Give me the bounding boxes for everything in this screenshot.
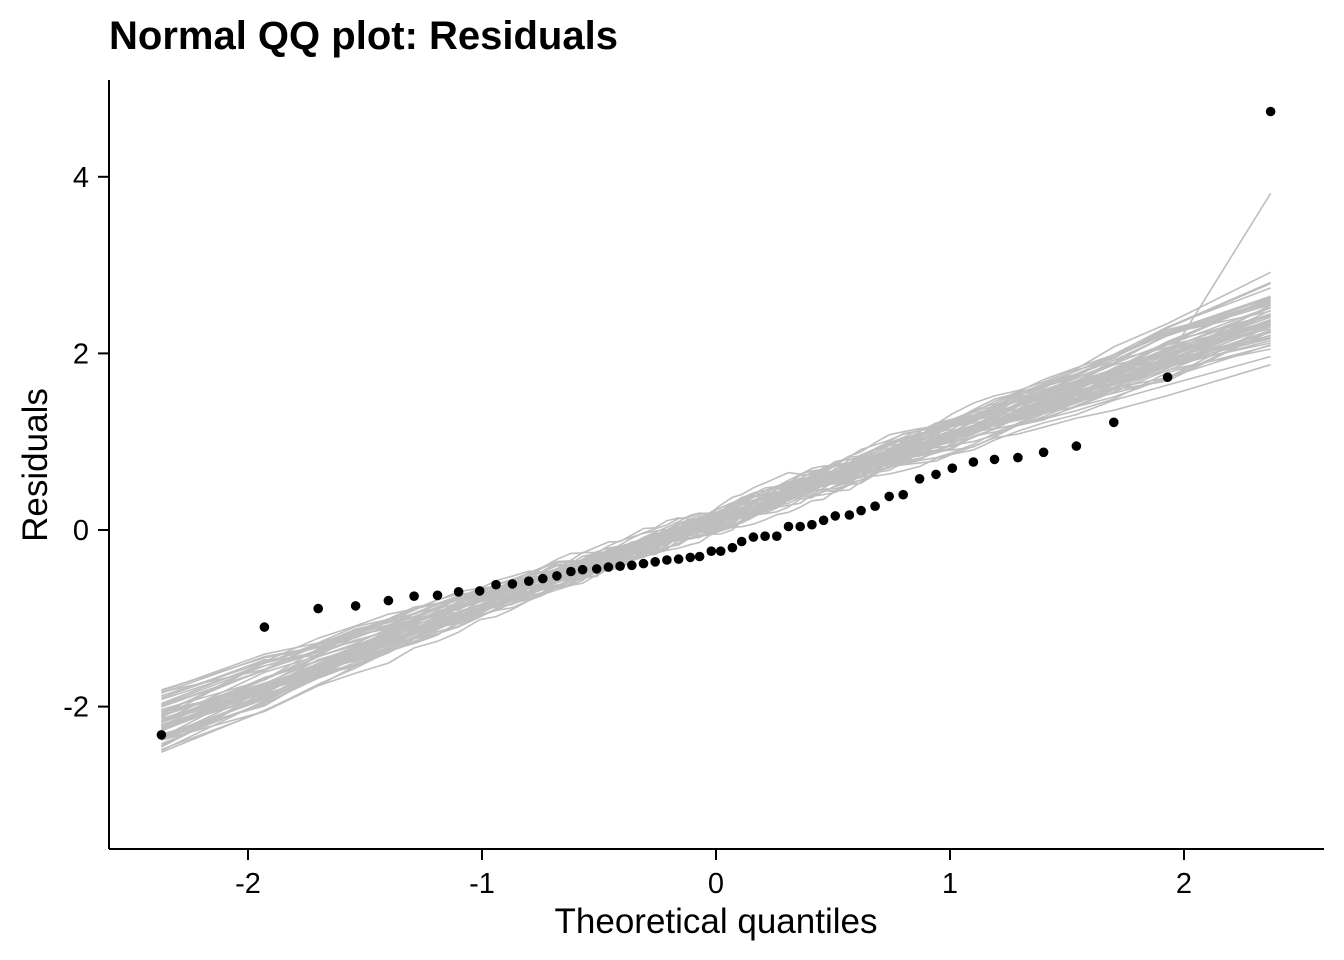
residual-point (650, 557, 660, 567)
x-tick-label: 1 (942, 868, 958, 900)
y-tick-label: 0 (73, 515, 89, 547)
residual-point (627, 560, 637, 571)
y-tick-label: -2 (63, 692, 89, 724)
residual-point (706, 546, 717, 556)
residual-point (259, 622, 270, 632)
residual-point (694, 551, 705, 562)
residual-point (1162, 372, 1173, 383)
envelope-line (161, 309, 1271, 745)
residual-point (453, 587, 464, 597)
x-tick-label: 2 (1176, 868, 1192, 900)
x-axis-label: Theoretical quantiles (555, 902, 878, 941)
residual-point (1071, 441, 1082, 451)
residual-point (524, 576, 534, 586)
residual-point (662, 555, 672, 565)
residual-point (552, 571, 562, 581)
y-axis-label: Residuals (16, 388, 55, 542)
residual-point (615, 561, 625, 571)
residual-point (870, 501, 880, 512)
x-tick-label: 0 (708, 868, 724, 900)
residual-point (989, 454, 1000, 465)
x-tick-label: -1 (469, 868, 495, 900)
residual-point (538, 573, 548, 584)
residual-points (156, 106, 1276, 740)
residual-point (884, 491, 894, 502)
residual-point (783, 521, 794, 532)
x-tick-label: -2 (235, 868, 261, 900)
residual-point (156, 730, 167, 740)
residual-point (795, 521, 805, 532)
residual-point (968, 457, 979, 467)
residual-point (507, 579, 518, 589)
residual-point (566, 566, 576, 577)
residual-point (432, 590, 443, 601)
residual-point (1038, 447, 1049, 458)
residual-point (1109, 417, 1119, 428)
residual-point (856, 505, 866, 516)
residual-point (727, 542, 738, 553)
residual-point (898, 489, 908, 500)
residual-point (577, 564, 588, 575)
residual-point (603, 562, 614, 572)
residual-point (844, 510, 855, 520)
residual-point (383, 595, 394, 606)
y-tick-label: 2 (73, 338, 89, 370)
residual-point (818, 515, 829, 526)
residual-point (830, 511, 841, 521)
residual-point (409, 591, 419, 601)
residual-point (736, 536, 747, 547)
residual-point (638, 558, 649, 569)
residual-point (350, 601, 361, 611)
envelope-line (161, 326, 1271, 706)
residual-point (772, 531, 782, 541)
residual-point (760, 531, 770, 541)
residual-point (807, 519, 817, 530)
residual-point (673, 554, 684, 564)
residual-point (491, 579, 501, 590)
y-tick-label: 4 (73, 162, 89, 194)
residual-point (931, 469, 941, 480)
residual-point (474, 586, 485, 596)
residual-point (313, 603, 324, 614)
residual-point (591, 564, 602, 574)
residual-point (914, 474, 925, 484)
envelope-line (161, 295, 1271, 729)
envelope-line (161, 304, 1271, 731)
residual-point (715, 546, 726, 556)
envelope-line (161, 329, 1271, 730)
residual-point (1265, 106, 1276, 117)
residual-point (748, 532, 759, 542)
envelope-line (161, 321, 1271, 699)
x-axis-ticks: -2 -1 0 1 2 (235, 849, 1192, 900)
simulation-envelope (161, 192, 1272, 753)
chart-title: Normal QQ plot: Residuals (109, 14, 618, 58)
residual-point (1013, 452, 1023, 463)
y-axis-ticks: -2 0 2 4 (63, 162, 109, 724)
residual-point (685, 552, 696, 563)
residual-point (947, 463, 958, 474)
